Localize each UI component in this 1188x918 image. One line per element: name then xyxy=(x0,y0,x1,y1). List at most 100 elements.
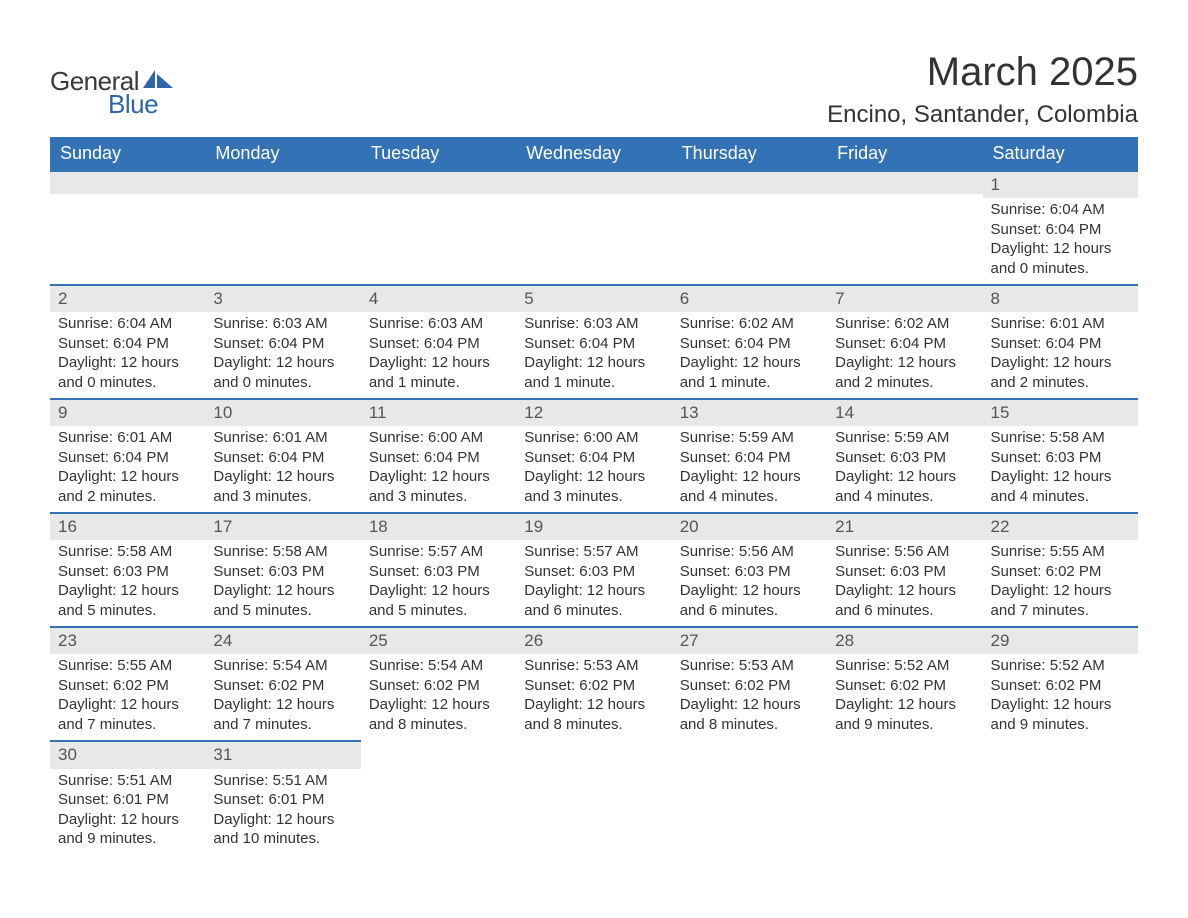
sunrise-text: Sunrise: 5:58 AM xyxy=(58,542,197,562)
sunset-text: Sunset: 6:02 PM xyxy=(369,676,508,696)
location-subtitle: Encino, Santander, Colombia xyxy=(827,101,1138,129)
sunset-text: Sunset: 6:02 PM xyxy=(835,676,974,696)
daylight-text: Daylight: 12 hours and 10 minutes. xyxy=(213,810,352,849)
brand-word-blue: Blue xyxy=(108,89,158,120)
day-header: Saturday xyxy=(983,137,1138,170)
day-cell: Sunrise: 6:01 AMSunset: 6:04 PMDaylight:… xyxy=(205,426,360,512)
day-number: 3 xyxy=(205,284,360,312)
day-cell: Sunrise: 5:58 AMSunset: 6:03 PMDaylight:… xyxy=(205,540,360,626)
day-number: 26 xyxy=(516,626,671,654)
day-number: 8 xyxy=(983,284,1138,312)
day-cell: Sunrise: 5:58 AMSunset: 6:03 PMDaylight:… xyxy=(50,540,205,626)
sunrise-text: Sunrise: 6:00 AM xyxy=(524,428,663,448)
day-number: 24 xyxy=(205,626,360,654)
day-number: 18 xyxy=(361,512,516,540)
sunrise-text: Sunrise: 6:01 AM xyxy=(213,428,352,448)
daylight-text: Daylight: 12 hours and 3 minutes. xyxy=(524,467,663,506)
daylight-text: Daylight: 12 hours and 0 minutes. xyxy=(58,353,197,392)
day-number: 31 xyxy=(205,740,360,768)
day-cell: Sunrise: 6:03 AMSunset: 6:04 PMDaylight:… xyxy=(516,312,671,398)
sunrise-text: Sunrise: 5:55 AM xyxy=(991,542,1130,562)
day-cell: Sunrise: 5:54 AMSunset: 6:02 PMDaylight:… xyxy=(205,654,360,740)
daylight-text: Daylight: 12 hours and 8 minutes. xyxy=(680,695,819,734)
day-cell: Sunrise: 6:04 AMSunset: 6:04 PMDaylight:… xyxy=(50,312,205,398)
day-cell: Sunrise: 5:52 AMSunset: 6:02 PMDaylight:… xyxy=(827,654,982,740)
day-number: 17 xyxy=(205,512,360,540)
sunset-text: Sunset: 6:03 PM xyxy=(835,562,974,582)
sunrise-text: Sunrise: 5:51 AM xyxy=(213,771,352,791)
day-cell: Sunrise: 5:55 AMSunset: 6:02 PMDaylight:… xyxy=(50,654,205,740)
daylight-text: Daylight: 12 hours and 9 minutes. xyxy=(991,695,1130,734)
daylight-text: Daylight: 12 hours and 8 minutes. xyxy=(369,695,508,734)
day-cell: Sunrise: 5:56 AMSunset: 6:03 PMDaylight:… xyxy=(672,540,827,626)
sunset-text: Sunset: 6:04 PM xyxy=(524,448,663,468)
day-cell: Sunrise: 5:56 AMSunset: 6:03 PMDaylight:… xyxy=(827,540,982,626)
day-cell: Sunrise: 6:01 AMSunset: 6:04 PMDaylight:… xyxy=(50,426,205,512)
sunrise-text: Sunrise: 6:00 AM xyxy=(369,428,508,448)
sunset-text: Sunset: 6:03 PM xyxy=(524,562,663,582)
day-cell: Sunrise: 6:02 AMSunset: 6:04 PMDaylight:… xyxy=(827,312,982,398)
sunset-text: Sunset: 6:04 PM xyxy=(680,334,819,354)
sunset-text: Sunset: 6:02 PM xyxy=(213,676,352,696)
sunset-text: Sunset: 6:04 PM xyxy=(213,334,352,354)
sunset-text: Sunset: 6:04 PM xyxy=(369,448,508,468)
day-cell: Sunrise: 6:03 AMSunset: 6:04 PMDaylight:… xyxy=(361,312,516,398)
sunset-text: Sunset: 6:02 PM xyxy=(680,676,819,696)
sunrise-text: Sunrise: 5:57 AM xyxy=(369,542,508,562)
sunset-text: Sunset: 6:04 PM xyxy=(680,448,819,468)
sunrise-text: Sunrise: 5:52 AM xyxy=(991,656,1130,676)
sunset-text: Sunset: 6:03 PM xyxy=(58,562,197,582)
daylight-text: Daylight: 12 hours and 6 minutes. xyxy=(524,581,663,620)
sunrise-text: Sunrise: 5:57 AM xyxy=(524,542,663,562)
sunrise-text: Sunrise: 5:51 AM xyxy=(58,771,197,791)
daylight-text: Daylight: 12 hours and 7 minutes. xyxy=(991,581,1130,620)
day-cell: Sunrise: 5:57 AMSunset: 6:03 PMDaylight:… xyxy=(361,540,516,626)
sunset-text: Sunset: 6:02 PM xyxy=(524,676,663,696)
sunset-text: Sunset: 6:04 PM xyxy=(58,334,197,354)
day-number xyxy=(827,170,982,194)
sunrise-text: Sunrise: 5:53 AM xyxy=(680,656,819,676)
daylight-text: Daylight: 12 hours and 4 minutes. xyxy=(991,467,1130,506)
day-number xyxy=(361,170,516,194)
sunset-text: Sunset: 6:02 PM xyxy=(58,676,197,696)
sunset-text: Sunset: 6:03 PM xyxy=(991,448,1130,468)
daylight-text: Daylight: 12 hours and 7 minutes. xyxy=(58,695,197,734)
day-number: 1 xyxy=(983,170,1138,198)
day-header: Thursday xyxy=(672,137,827,170)
sunset-text: Sunset: 6:04 PM xyxy=(835,334,974,354)
sunset-text: Sunset: 6:04 PM xyxy=(991,334,1130,354)
day-cell: Sunrise: 5:52 AMSunset: 6:02 PMDaylight:… xyxy=(983,654,1138,740)
brand-logo: General Blue xyxy=(50,66,173,120)
day-number: 7 xyxy=(827,284,982,312)
day-cell: Sunrise: 6:01 AMSunset: 6:04 PMDaylight:… xyxy=(983,312,1138,398)
calendar-week-body: Sunrise: 5:58 AMSunset: 6:03 PMDaylight:… xyxy=(50,540,1138,626)
sunrise-text: Sunrise: 6:03 AM xyxy=(524,314,663,334)
sunset-text: Sunset: 6:04 PM xyxy=(213,448,352,468)
day-number: 28 xyxy=(827,626,982,654)
day-number: 9 xyxy=(50,398,205,426)
day-cell: Sunrise: 6:00 AMSunset: 6:04 PMDaylight:… xyxy=(516,426,671,512)
day-cell: Sunrise: 6:02 AMSunset: 6:04 PMDaylight:… xyxy=(672,312,827,398)
day-number xyxy=(516,170,671,194)
sunset-text: Sunset: 6:04 PM xyxy=(369,334,508,354)
day-number: 15 xyxy=(983,398,1138,426)
day-cell: Sunrise: 5:53 AMSunset: 6:02 PMDaylight:… xyxy=(516,654,671,740)
daylight-text: Daylight: 12 hours and 5 minutes. xyxy=(213,581,352,620)
sunrise-text: Sunrise: 5:54 AM xyxy=(213,656,352,676)
daylight-text: Daylight: 12 hours and 4 minutes. xyxy=(680,467,819,506)
sunrise-text: Sunrise: 6:02 AM xyxy=(680,314,819,334)
daylight-text: Daylight: 12 hours and 4 minutes. xyxy=(835,467,974,506)
sunrise-text: Sunrise: 6:04 AM xyxy=(58,314,197,334)
page-title: March 2025 xyxy=(827,50,1138,95)
calendar-week-bar: 9101112131415 xyxy=(50,398,1138,426)
day-cell: Sunrise: 5:51 AMSunset: 6:01 PMDaylight:… xyxy=(50,769,205,855)
sunrise-text: Sunrise: 5:56 AM xyxy=(835,542,974,562)
daylight-text: Daylight: 12 hours and 2 minutes. xyxy=(991,353,1130,392)
calendar-week-bar: 16171819202122 xyxy=(50,512,1138,540)
sunrise-text: Sunrise: 5:56 AM xyxy=(680,542,819,562)
daylight-text: Daylight: 12 hours and 9 minutes. xyxy=(835,695,974,734)
day-cell: Sunrise: 5:59 AMSunset: 6:03 PMDaylight:… xyxy=(827,426,982,512)
sunrise-text: Sunrise: 6:01 AM xyxy=(991,314,1130,334)
calendar-week-body: Sunrise: 5:55 AMSunset: 6:02 PMDaylight:… xyxy=(50,654,1138,740)
sunset-text: Sunset: 6:02 PM xyxy=(991,562,1130,582)
